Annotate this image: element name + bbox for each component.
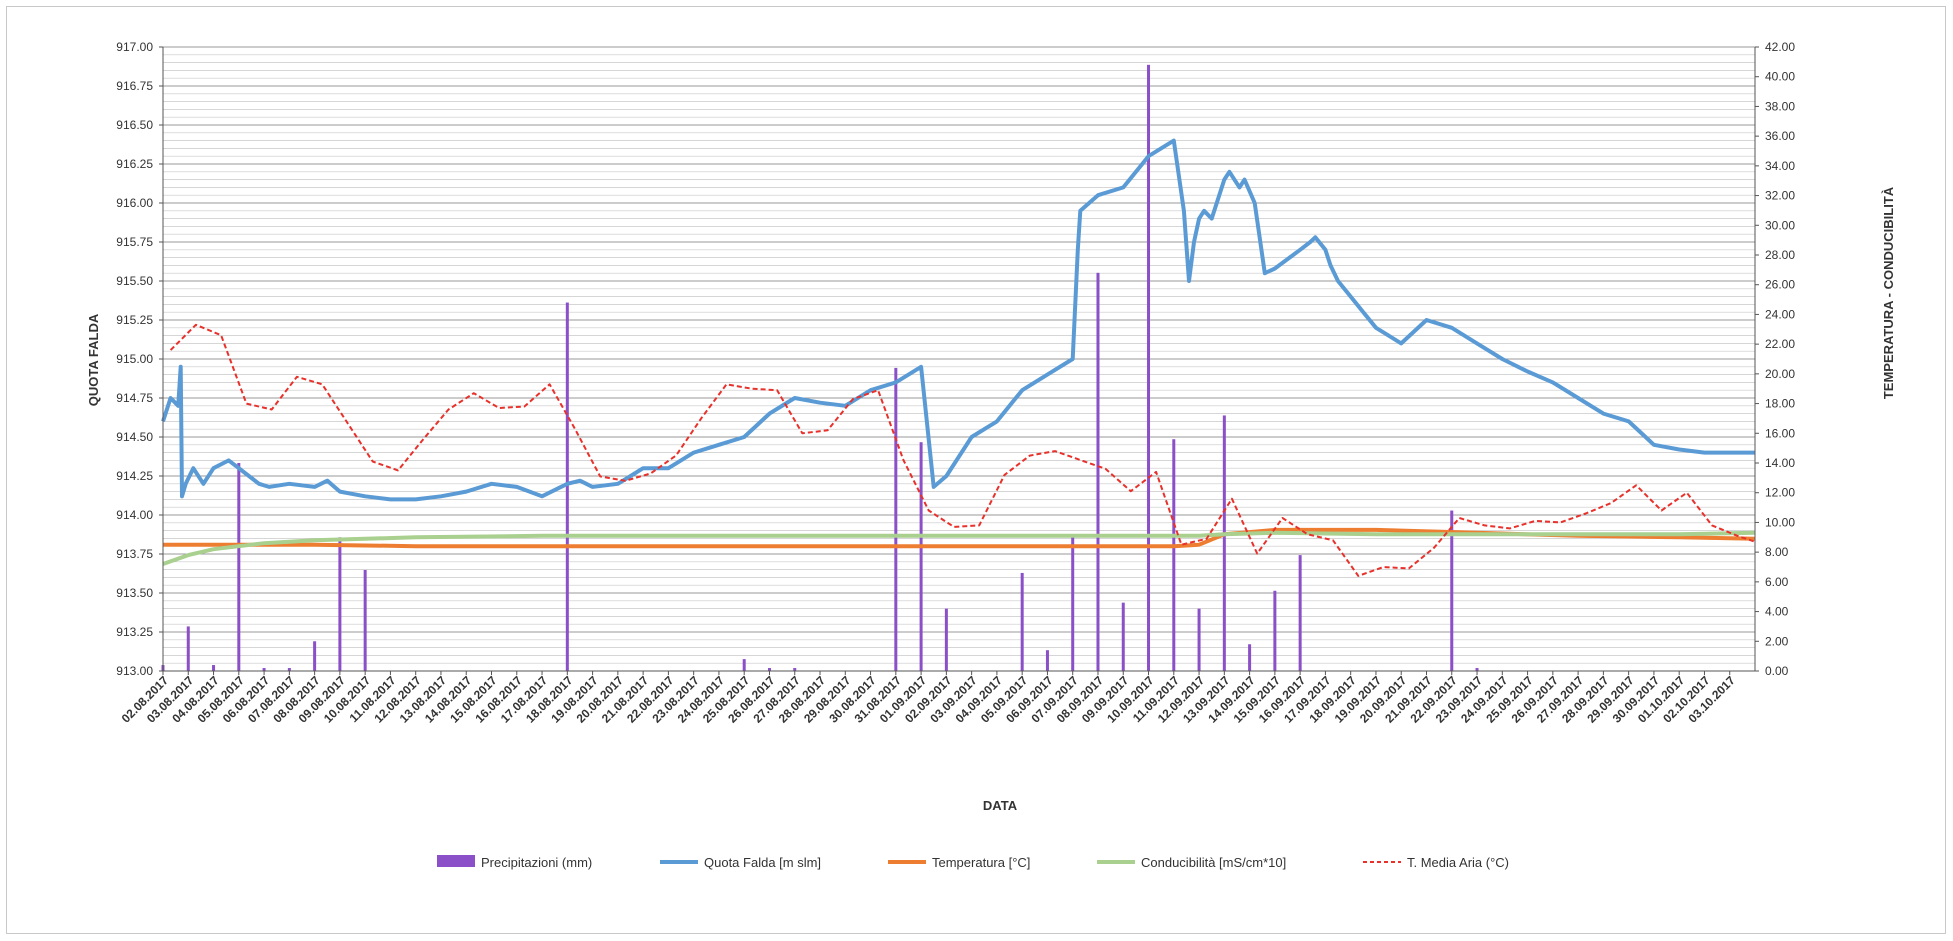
y-tick-left-label: 916.75 xyxy=(116,79,153,93)
series-line-quota-falda-m-slm xyxy=(161,138,1755,502)
precipitation-bar xyxy=(1248,644,1252,671)
precipitation-bar xyxy=(1298,555,1302,671)
precipitation-bar xyxy=(313,641,317,671)
y-tick-right-label: 22.00 xyxy=(1765,337,1795,351)
precipitation-bar xyxy=(1147,64,1151,672)
y-axis-left-title: QUOTA FALDA xyxy=(86,313,101,406)
legend: Precipitazioni (mm) Quota Falda [m slm] Te… xyxy=(437,855,1509,870)
y-tick-right-label: 24.00 xyxy=(1765,307,1795,321)
y-tick-right-label: 38.00 xyxy=(1765,99,1795,113)
y-tick-right-label: 36.00 xyxy=(1765,129,1795,143)
y-tick-left-label: 914.25 xyxy=(116,469,153,483)
y-tick-left-label: 914.75 xyxy=(116,391,153,405)
chart-frame xyxy=(6,6,1946,934)
y-tick-right-label: 8.00 xyxy=(1765,545,1789,559)
precipitation-bar xyxy=(212,665,216,671)
y-tick-right-label: 32.00 xyxy=(1765,189,1795,203)
precipitation-bar xyxy=(1273,590,1277,671)
y-tick-right-label: 12.00 xyxy=(1765,486,1795,500)
precipitation-bar xyxy=(186,626,190,671)
legend-label: T. Media Aria (°C) xyxy=(1407,855,1509,870)
precipitation-bar xyxy=(565,302,569,671)
precipitation-bar xyxy=(894,367,898,671)
y-tick-right-label: 20.00 xyxy=(1765,367,1795,381)
y-tick-right-label: 40.00 xyxy=(1765,70,1795,84)
legend-label: Conducibilità [mS/cm*10] xyxy=(1141,855,1286,870)
legend-swatch-precipitation xyxy=(437,855,475,867)
y-tick-right-label: 10.00 xyxy=(1765,515,1795,529)
precipitation-bar xyxy=(1020,572,1024,671)
y-tick-right-label: 42.00 xyxy=(1765,40,1795,54)
y-tick-left-label: 914.50 xyxy=(116,430,153,444)
y-tick-left-label: 914.00 xyxy=(116,508,153,522)
precipitation-bar xyxy=(1172,439,1176,671)
precipitation-bar xyxy=(1475,668,1479,671)
grid-layer xyxy=(163,46,1755,672)
precipitation-bars xyxy=(161,64,1479,672)
legend-label: Temperatura [°C] xyxy=(932,855,1030,870)
precipitation-bar xyxy=(793,668,797,671)
y-tick-left-label: 913.75 xyxy=(116,547,153,561)
precipitation-bar xyxy=(1071,537,1075,671)
precipitation-bar xyxy=(1222,415,1226,671)
precipitation-bar xyxy=(767,668,771,671)
precipitation-bar xyxy=(363,569,367,671)
precipitation-bar xyxy=(1121,602,1125,671)
precipitation-bar xyxy=(742,659,746,671)
precipitation-bar xyxy=(1045,650,1049,671)
y-tick-left-label: 915.25 xyxy=(116,313,153,327)
series-line-t-media-aria-c xyxy=(169,323,1756,577)
precipitation-bar xyxy=(287,668,291,671)
y-tick-left-label: 915.75 xyxy=(116,235,153,249)
y-tick-right-label: 16.00 xyxy=(1765,426,1795,440)
precipitation-bar xyxy=(919,442,923,671)
y-tick-right-label: 0.00 xyxy=(1765,664,1789,678)
series-line-conducibilit-ms-cm xyxy=(162,530,1756,566)
precipitation-bar xyxy=(338,537,342,671)
y-tick-left-label: 913.50 xyxy=(116,586,153,600)
series-lines xyxy=(161,138,1756,577)
y-tick-left-label: 916.25 xyxy=(116,157,153,171)
y-tick-left-label: 913.25 xyxy=(116,625,153,639)
precipitation-bar xyxy=(262,668,266,671)
y-tick-right-label: 18.00 xyxy=(1765,397,1795,411)
x-axis-title: DATA xyxy=(983,798,1018,813)
y-tick-left-label: 916.00 xyxy=(116,196,153,210)
y-axis-right-title: TEMPERATURA - CONDUCIBILITÀ xyxy=(1881,186,1896,399)
precipitation-bar xyxy=(1197,608,1201,671)
y-tick-right-label: 28.00 xyxy=(1765,248,1795,262)
y-tick-left-label: 915.00 xyxy=(116,352,153,366)
y-tick-left-label: 917.00 xyxy=(116,40,153,54)
axes: 917.00 916.75 916.50 916.25 916.00 915.75 915.… xyxy=(116,40,1795,726)
precipitation-bar xyxy=(944,608,948,671)
y-tick-right-label: 30.00 xyxy=(1765,218,1795,232)
precipitation-bar xyxy=(1450,510,1454,671)
y-tick-right-label: 26.00 xyxy=(1765,278,1795,292)
legend-label: Precipitazioni (mm) xyxy=(481,855,592,870)
y-tick-left-label: 913.00 xyxy=(116,664,153,678)
precipitation-bar xyxy=(237,463,241,671)
y-tick-right-label: 4.00 xyxy=(1765,605,1789,619)
y-tick-left-label: 915.50 xyxy=(116,274,153,288)
legend-label: Quota Falda [m slm] xyxy=(704,855,821,870)
y-tick-right-label: 14.00 xyxy=(1765,456,1795,470)
y-tick-right-label: 34.00 xyxy=(1765,159,1795,173)
y-tick-right-label: 2.00 xyxy=(1765,634,1789,648)
y-tick-left-label: 916.50 xyxy=(116,118,153,132)
precipitation-bar xyxy=(1096,272,1100,671)
y-tick-right-label: 6.00 xyxy=(1765,575,1789,589)
